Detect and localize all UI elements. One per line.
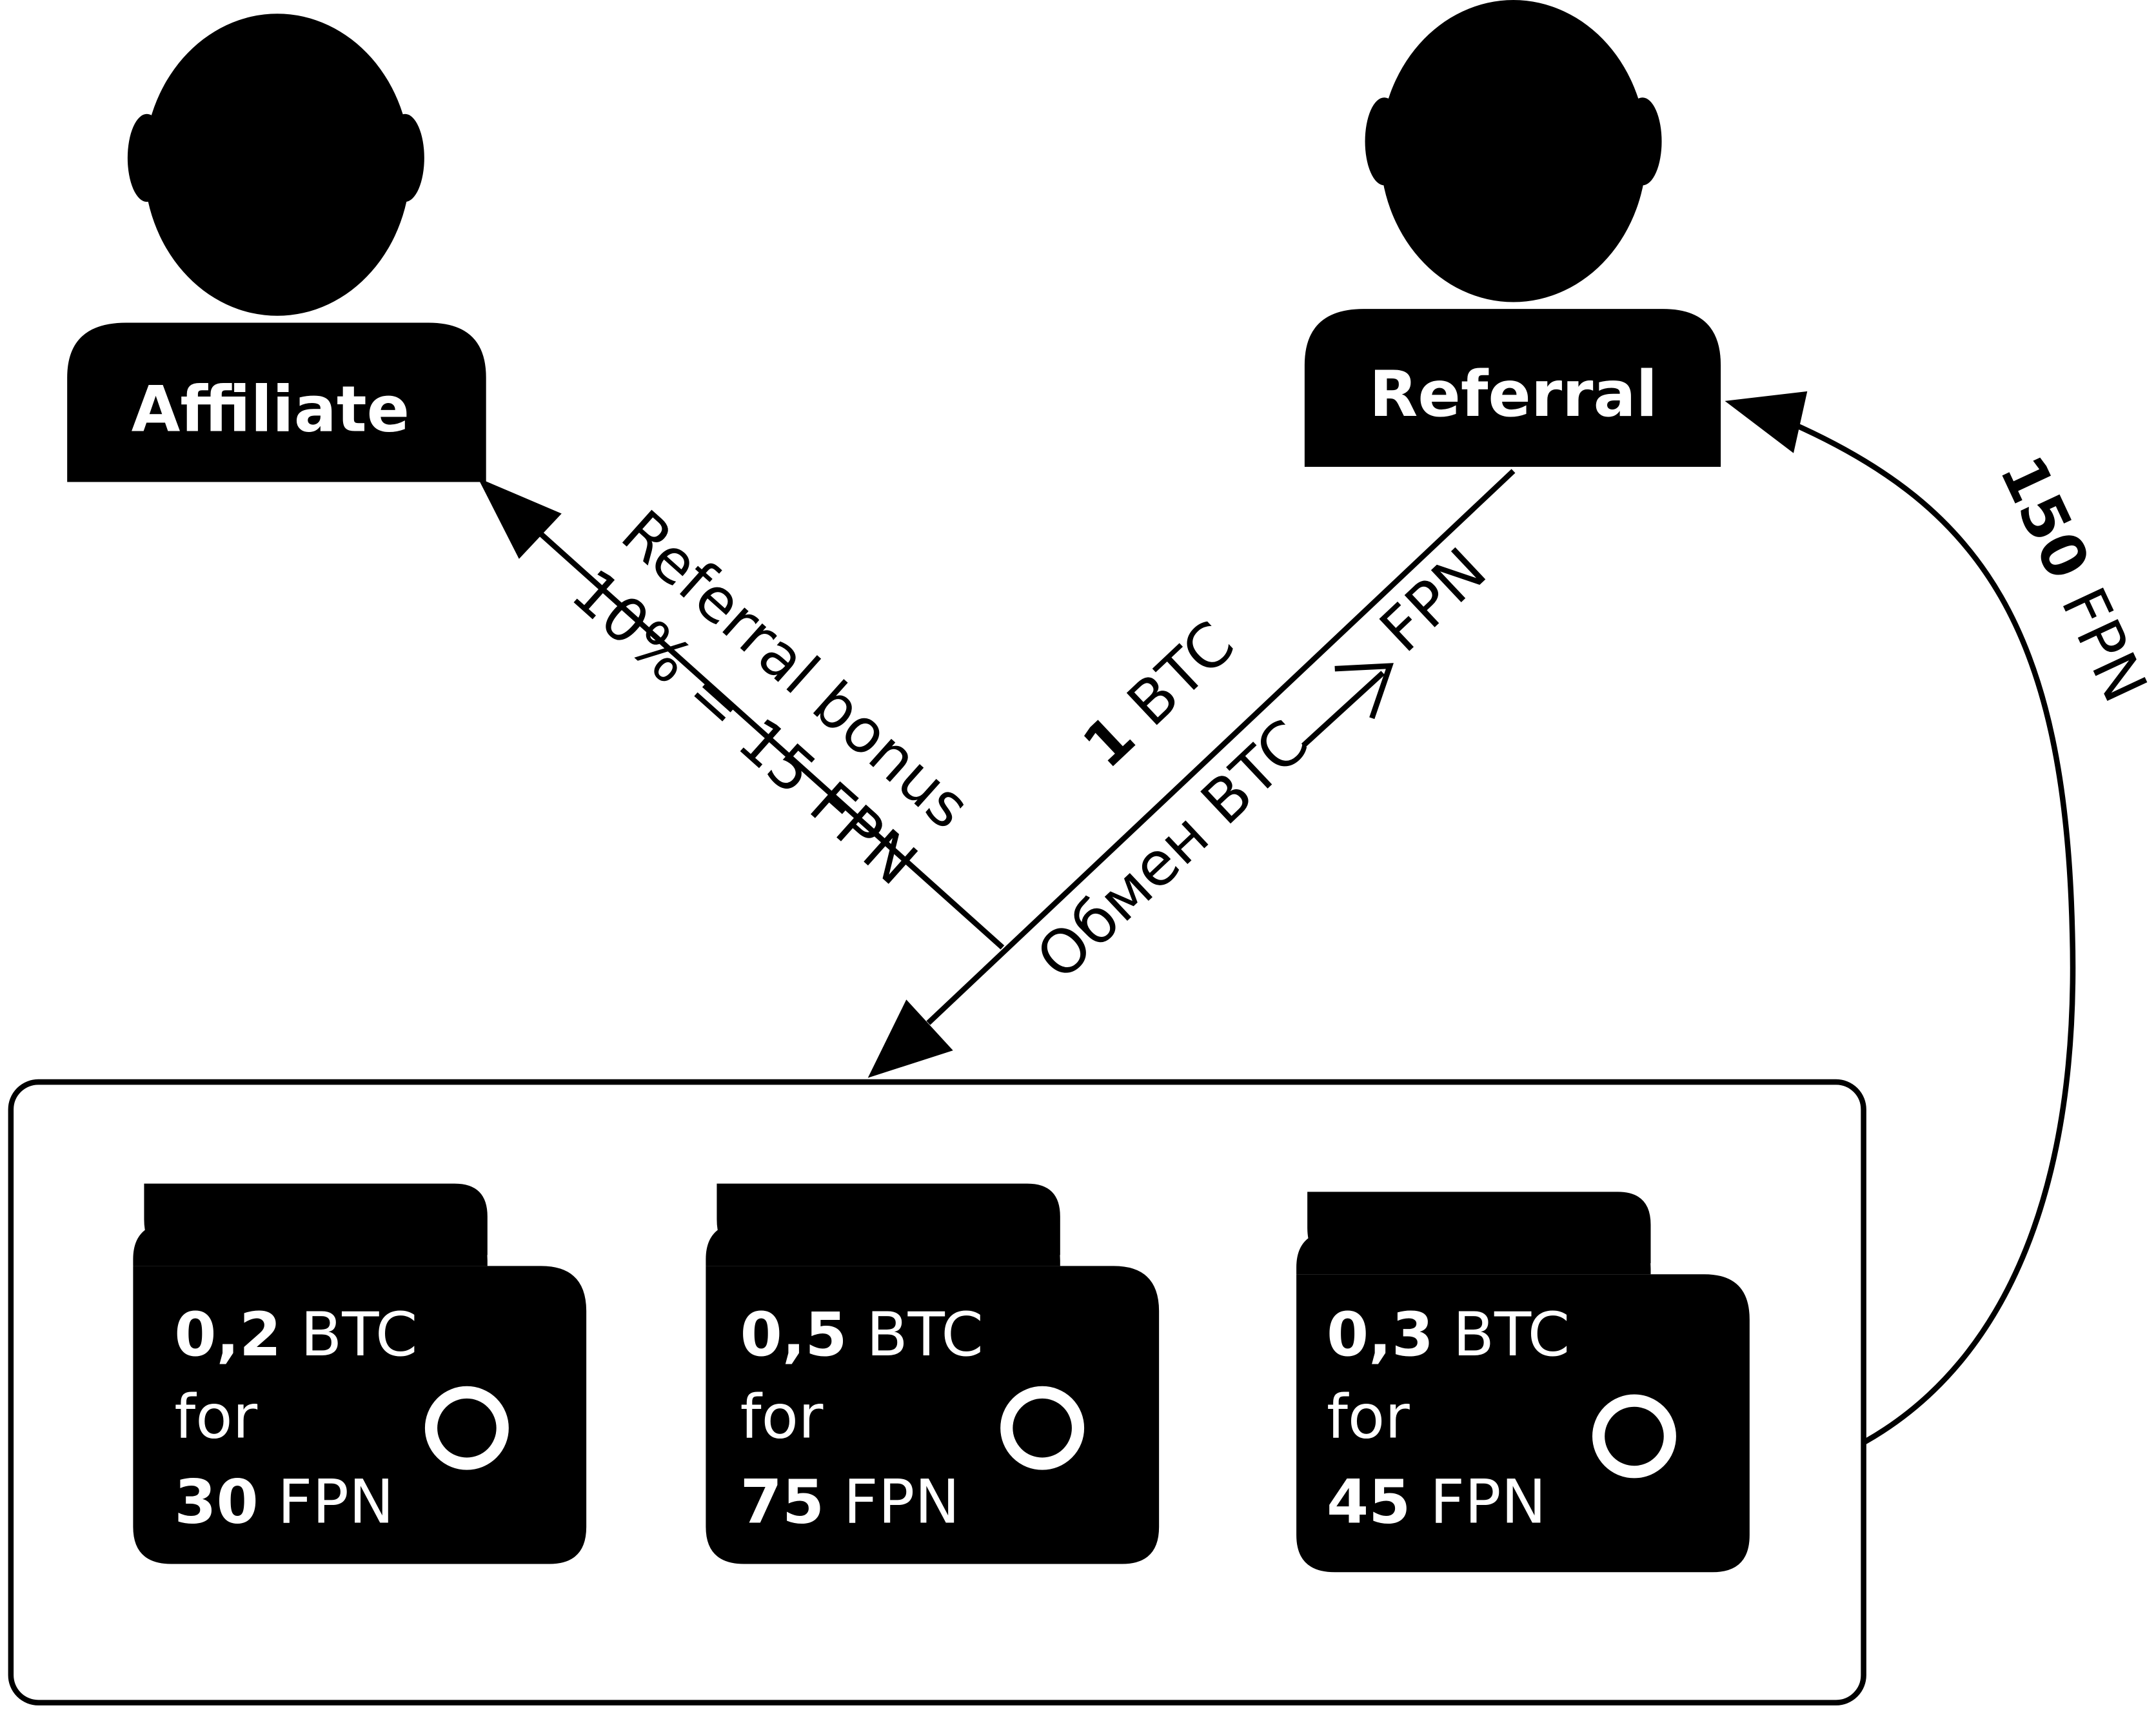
wallet-btc-line: 0,5 BTC [740,1300,984,1370]
payout-arrow-curve [1789,420,2076,1444]
referral-body [1304,309,1721,467]
referral-ear-left [1365,97,1404,186]
wallet-body [1296,1274,1750,1573]
referral-ear-right [1623,97,1662,186]
referral-label: Referral [1369,358,1657,431]
wallet-fpn-line: 30 FPN [174,1468,394,1538]
wallet-btc-amount: 0,3 [1327,1300,1434,1370]
payment-currency: BTC [1114,609,1248,740]
wallet-fpn-amount: 45 [1327,1468,1410,1538]
wallet-btc-amount: 0,5 [740,1300,847,1370]
wallet-fpn-line: 75 FPN [740,1468,960,1538]
wallet-card: 0,2 BTC for 30 FPN [133,1183,587,1564]
exchange-suffix: FPN [1367,535,1500,666]
wallet-fpn-amount: 30 [174,1468,258,1538]
arrow-heads [477,391,1808,1078]
affiliate-ear-left [127,113,166,202]
wallet-clasp-icon [1592,1394,1676,1479]
wallet-btc-unit: BTC [866,1300,983,1370]
wallet-btc-unit: BTC [301,1300,417,1370]
wallet-fpn-unit: FPN [1430,1468,1546,1538]
exchange-label: Обмен BTC FPN [1024,535,1500,994]
wallet-flap [1296,1192,1651,1275]
affiliate-label: Affiliate [132,373,410,447]
payment-arrow-line [926,469,1516,1025]
payout-currency: FPN [2047,577,2156,712]
payout-arrow-head [1725,391,1808,453]
wallet-fpn-line: 45 FPN [1327,1468,1547,1538]
payout-label: 150 FPN [1986,446,2156,712]
affiliate-head [144,14,411,316]
affiliate-body [67,322,486,482]
wallet-clasp-icon [1000,1386,1085,1470]
wallet-fpn-unit: FPN [844,1468,960,1538]
wallet-btc-line: 0,3 BTC [1327,1300,1570,1370]
payout-text: 150 FPN [1986,446,2156,712]
wallet-flap [706,1183,1060,1266]
wallet-flap [133,1183,488,1266]
wallet-for: for [1327,1382,1410,1453]
wallet-body [133,1266,587,1564]
payout-amount: 150 [1986,446,2102,589]
bonus-label: Referral bonus 10% = 15 FPN [559,497,983,899]
wallet-btc-unit: BTC [1453,1300,1570,1370]
referral-head [1380,0,1647,302]
wallet-fpn-amount: 75 [740,1468,824,1538]
bonus-arrow-line [525,520,1005,950]
exchange-arrow-line [1301,671,1385,748]
wallet-btc-line: 0,2 BTC [174,1300,417,1370]
exchange-prefix: Обмен BTC [1024,707,1321,993]
wallet-for: for [740,1382,824,1453]
payment-amount: 1 [1070,702,1149,781]
wallet-body [706,1266,1160,1564]
bonus-arrow-head [477,478,562,559]
wallet-card: 0,5 BTC for 75 FPN [706,1183,1160,1564]
payment-arrow-head [867,999,953,1078]
wallet-for: for [174,1382,257,1453]
arrows [525,420,2076,1444]
wallet-clasp-icon [424,1386,509,1470]
affiliate-person: Affiliate [67,14,486,482]
affiliate-ear-right [386,113,424,202]
wallet-btc-amount: 0,2 [174,1300,281,1370]
wallet-fpn-unit: FPN [277,1468,393,1538]
exchange-arrow-head [1334,663,1394,720]
wallet-card: 0,3 BTC for 45 FPN [1296,1192,1750,1573]
referral-person: Referral [1304,0,1721,467]
